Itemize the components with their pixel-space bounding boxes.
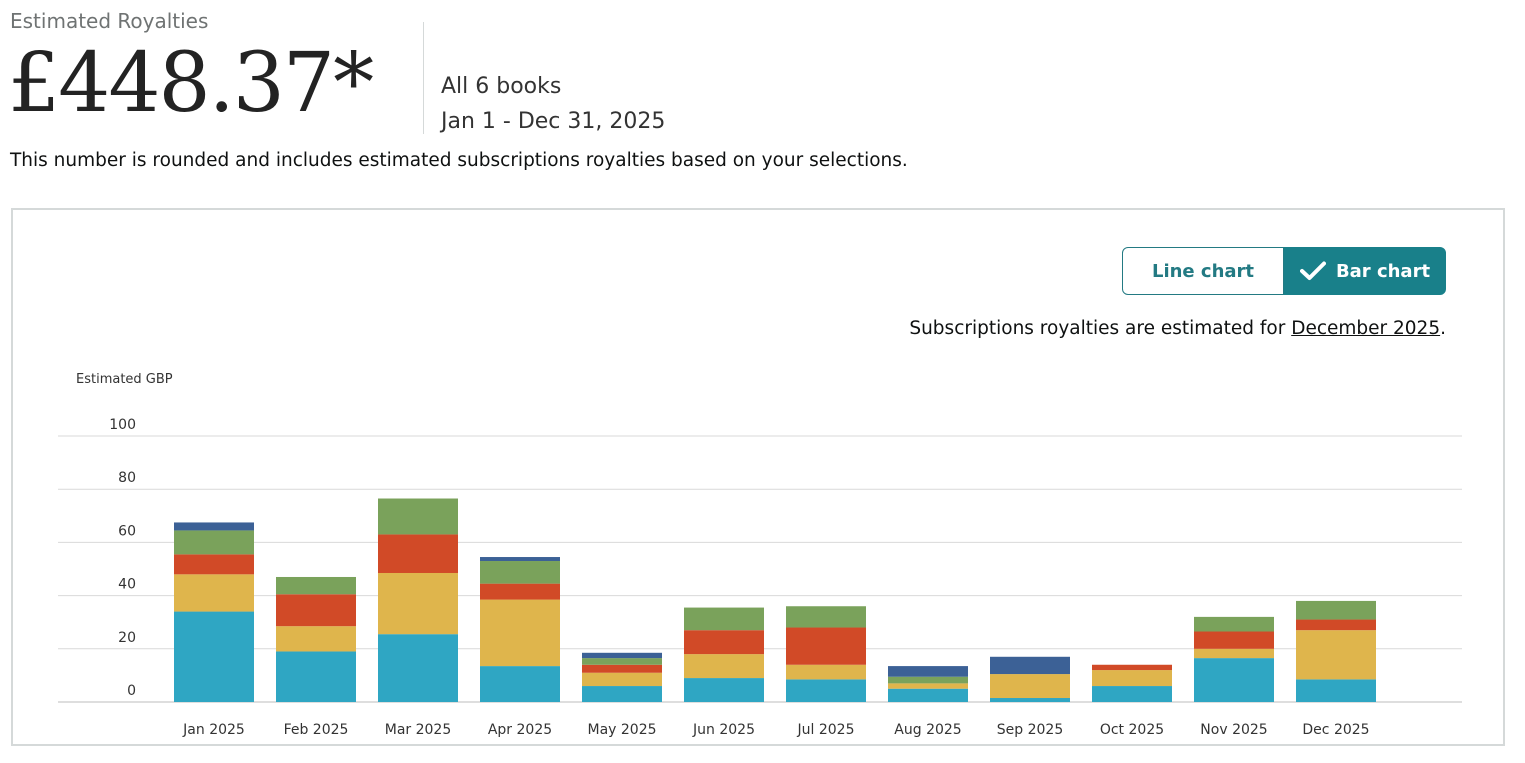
bar-segment[interactable] bbox=[174, 574, 254, 612]
y-tick-label: 20 bbox=[118, 630, 136, 646]
y-axis-label: Estimated GBP bbox=[76, 372, 173, 387]
line-chart-button[interactable]: Line chart bbox=[1122, 247, 1284, 295]
subscriptions-note: Subscriptions royalties are estimated fo… bbox=[909, 318, 1446, 339]
bar-segment[interactable] bbox=[684, 607, 764, 631]
y-tick-label: 100 bbox=[109, 417, 136, 433]
bar-chart-label: Bar chart bbox=[1335, 260, 1431, 282]
bar-segment[interactable] bbox=[480, 557, 560, 562]
y-tick-label: 0 bbox=[127, 683, 136, 699]
date-range: Jan 1 - Dec 31, 2025 bbox=[441, 109, 666, 134]
bar-segment[interactable] bbox=[276, 576, 356, 595]
bar-segment[interactable] bbox=[276, 626, 356, 652]
bar-segment[interactable] bbox=[582, 652, 662, 659]
bar-segment[interactable] bbox=[1194, 616, 1274, 632]
bar-stack[interactable] bbox=[684, 607, 764, 702]
header-divider bbox=[423, 22, 424, 134]
bar-segment[interactable] bbox=[990, 674, 1070, 699]
bar-segment[interactable] bbox=[888, 666, 968, 677]
bar-segment[interactable] bbox=[174, 522, 254, 531]
bar-segment[interactable] bbox=[1194, 631, 1274, 649]
royalties-label: Estimated Royalties bbox=[10, 9, 209, 33]
bar-segment[interactable] bbox=[684, 630, 764, 655]
books-scope: All 6 books bbox=[441, 74, 562, 99]
x-tick-label: Aug 2025 bbox=[894, 722, 961, 738]
royalties-amount: £448.37* bbox=[8, 36, 374, 131]
bar-segment[interactable] bbox=[480, 666, 560, 702]
december-2025-link[interactable]: December 2025 bbox=[1291, 318, 1441, 339]
bar-segment[interactable] bbox=[1296, 630, 1376, 680]
bar-segment[interactable] bbox=[480, 583, 560, 600]
bar-segment[interactable] bbox=[786, 664, 866, 680]
bar-stack[interactable] bbox=[888, 666, 968, 702]
bar-stack[interactable] bbox=[378, 498, 458, 702]
bar-segment[interactable] bbox=[1194, 658, 1274, 702]
bar-segment[interactable] bbox=[888, 688, 968, 702]
bar-stack[interactable] bbox=[480, 557, 560, 702]
subscriptions-note-text: Subscriptions royalties are estimated fo… bbox=[909, 318, 1292, 339]
bar-segment[interactable] bbox=[1092, 686, 1172, 702]
bar-segment[interactable] bbox=[888, 676, 968, 684]
line-chart-label: Line chart bbox=[1151, 260, 1255, 282]
x-tick-label: Dec 2025 bbox=[1302, 722, 1369, 738]
x-tick-label: Feb 2025 bbox=[284, 722, 349, 738]
bar-segment[interactable] bbox=[174, 611, 254, 702]
bar-stack[interactable] bbox=[582, 652, 662, 702]
bar-segment[interactable] bbox=[582, 686, 662, 702]
bar-segment[interactable] bbox=[786, 679, 866, 702]
bar-stack[interactable] bbox=[1296, 600, 1376, 702]
bar-chart-button[interactable]: Bar chart bbox=[1284, 247, 1446, 295]
bar-segment[interactable] bbox=[582, 672, 662, 687]
bar-segment[interactable] bbox=[684, 678, 764, 702]
bar-segment[interactable] bbox=[1194, 648, 1274, 659]
bar-segment[interactable] bbox=[378, 534, 458, 573]
x-tick-label: Oct 2025 bbox=[1100, 722, 1164, 738]
bar-segment[interactable] bbox=[888, 683, 968, 689]
x-tick-label: Sep 2025 bbox=[997, 722, 1063, 738]
bar-segment[interactable] bbox=[582, 664, 662, 673]
bar-segment[interactable] bbox=[174, 530, 254, 555]
bar-segment[interactable] bbox=[582, 658, 662, 665]
y-tick-label: 40 bbox=[118, 577, 136, 593]
bar-stack[interactable] bbox=[1092, 664, 1172, 702]
bar-segment[interactable] bbox=[276, 594, 356, 627]
bar-segment[interactable] bbox=[276, 651, 356, 702]
bar-segment[interactable] bbox=[1092, 670, 1172, 687]
bar-segment[interactable] bbox=[1092, 664, 1172, 671]
bar-stack[interactable] bbox=[276, 576, 356, 702]
x-tick-label: May 2025 bbox=[587, 722, 656, 738]
bar-segment[interactable] bbox=[1296, 600, 1376, 620]
x-tick-label: Jul 2025 bbox=[797, 722, 855, 738]
bar-segment[interactable] bbox=[786, 606, 866, 628]
bar-stack[interactable] bbox=[174, 522, 254, 702]
chart-type-toggle: Line chart Bar chart bbox=[1122, 247, 1446, 295]
bar-segment[interactable] bbox=[990, 656, 1070, 675]
bar-segment[interactable] bbox=[480, 561, 560, 584]
x-tick-label: Jan 2025 bbox=[182, 722, 245, 738]
x-tick-label: Mar 2025 bbox=[385, 722, 452, 738]
bar-segment[interactable] bbox=[786, 627, 866, 665]
x-tick-label: Nov 2025 bbox=[1200, 722, 1267, 738]
y-tick-label: 60 bbox=[118, 523, 136, 539]
x-tick-label: Jun 2025 bbox=[692, 722, 755, 738]
bar-segment[interactable] bbox=[1296, 679, 1376, 702]
bar-segment[interactable] bbox=[480, 599, 560, 667]
x-tick-label: Apr 2025 bbox=[488, 722, 552, 738]
bar-segment[interactable] bbox=[378, 572, 458, 635]
bar-segment[interactable] bbox=[378, 498, 458, 535]
bar-segment[interactable] bbox=[174, 554, 254, 575]
bar-stack[interactable] bbox=[990, 656, 1070, 702]
bar-segment[interactable] bbox=[990, 698, 1070, 702]
bar-segment[interactable] bbox=[684, 654, 764, 679]
disclaimer-text: This number is rounded and includes esti… bbox=[10, 150, 908, 171]
bar-stack[interactable] bbox=[786, 606, 866, 702]
bar-stack[interactable] bbox=[1194, 616, 1274, 702]
y-tick-label: 80 bbox=[118, 470, 136, 486]
bar-segment[interactable] bbox=[1296, 619, 1376, 631]
subscriptions-note-suffix: . bbox=[1440, 318, 1446, 339]
bar-segment[interactable] bbox=[378, 634, 458, 702]
checkmark-icon bbox=[1299, 261, 1326, 280]
